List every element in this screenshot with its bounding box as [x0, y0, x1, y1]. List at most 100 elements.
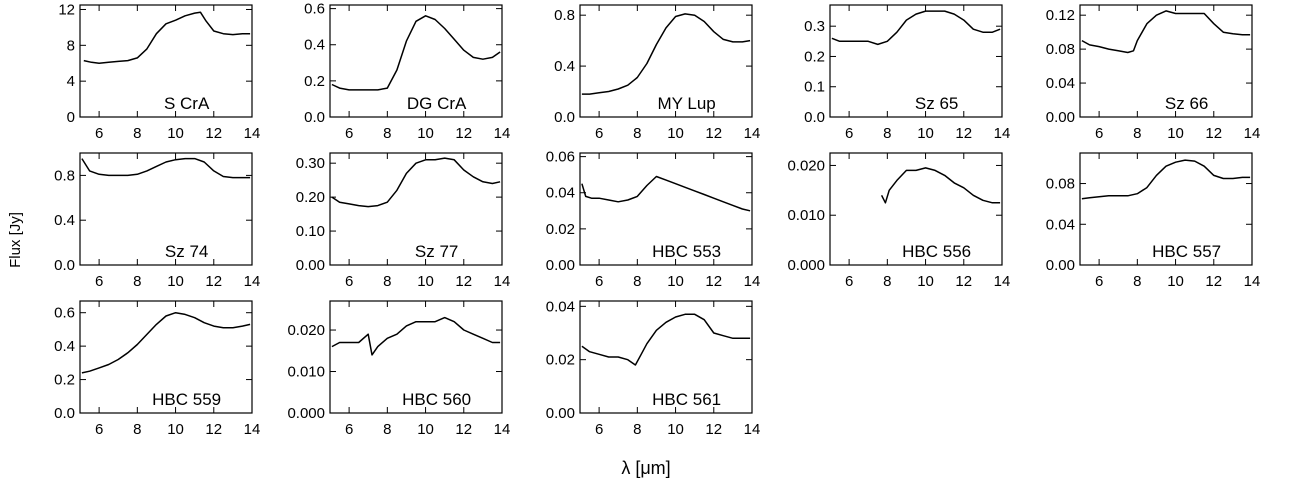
- x-axis-label: λ [μm]: [621, 458, 670, 478]
- x-tick-label: 10: [1167, 273, 1184, 290]
- panel-label: HBC 557: [1152, 242, 1221, 261]
- panel-label: MY Lup: [657, 94, 715, 113]
- y-tick-label: 0.02: [546, 221, 575, 238]
- x-tick-label: 12: [705, 273, 722, 290]
- panel-label: HBC 556: [902, 242, 971, 261]
- x-tick-label: 8: [633, 273, 641, 290]
- y-axis-label: Flux [Jy]: [7, 212, 24, 268]
- x-tick-label: 10: [167, 125, 184, 142]
- spectrum-line: [84, 12, 250, 63]
- spectrum-panel: 6 8 10 12 140.00.20.40.6HBC 559: [54, 301, 260, 438]
- x-tick-label: 6: [845, 125, 853, 142]
- panel-label: Sz 66: [1165, 94, 1208, 113]
- panel-label: Sz 74: [165, 242, 208, 261]
- y-tick-label: 0.12: [1046, 7, 1075, 24]
- x-tick-label: 12: [1205, 273, 1222, 290]
- x-tick-label: 12: [1205, 125, 1222, 142]
- x-tick-label: 14: [994, 125, 1011, 142]
- y-tick-label: 0.00: [296, 257, 325, 274]
- x-tick-label: 6: [345, 421, 353, 438]
- spectrum-panel: 6 8 10 12 14 0.0 0.2 0.4 0.6 DG CrA: [304, 1, 510, 142]
- y-tick-label: 0.0: [804, 109, 825, 126]
- x-tick-label: 12: [455, 273, 472, 290]
- panel-label: Sz 77: [415, 242, 458, 261]
- y-tick-label: 0.000: [787, 257, 825, 274]
- y-tick-label: 0.020: [787, 157, 825, 174]
- spectrum-line: [332, 16, 500, 90]
- y-tick-label: 0.3: [804, 18, 825, 35]
- panel-label: S CrA: [164, 94, 210, 113]
- spectrum-panel: 6 8 10 12 14 0.00 0.02 0.04 HBC 561: [546, 298, 761, 438]
- spectrum-panel: 6 8 10 12 14 0.00 0.04 0.08 0.12 Sz 66: [1046, 5, 1261, 142]
- panel-label: HBC 561: [652, 390, 721, 409]
- spectrum-panel: 6 8 10 12 14 0 4 8 12 S CrA: [58, 1, 260, 142]
- y-tick-label: 0.8: [554, 7, 575, 24]
- y-tick-label: 0.02: [546, 352, 575, 369]
- x-tick-label: 10: [917, 125, 934, 142]
- x-tick-label: 10: [167, 421, 184, 438]
- spectrum-line: [332, 158, 500, 207]
- y-tick-label: 0.10: [296, 223, 325, 240]
- y-tick-label: 0.2: [304, 73, 325, 90]
- x-tick-label: 14: [744, 421, 761, 438]
- x-tick-label: 14: [994, 273, 1011, 290]
- y-tick-label: 0.4: [54, 212, 75, 229]
- x-tick-label: 6: [95, 125, 103, 142]
- spectrum-panel: 6 8 10 12 14 0.0 0.4 0.8 MY Lup: [554, 5, 760, 142]
- x-tick-label: 10: [417, 421, 434, 438]
- x-tick-label: 10: [667, 421, 684, 438]
- spectrum-line: [332, 318, 500, 355]
- y-tick-label: 0.8: [54, 167, 75, 184]
- spectrum-line: [582, 177, 750, 211]
- x-tick-label: 14: [494, 125, 511, 142]
- x-tick-label: 8: [883, 125, 891, 142]
- y-tick-label: 0.00: [1046, 109, 1075, 126]
- y-tick-label: 0.6: [54, 305, 75, 322]
- x-tick-label: 8: [133, 421, 141, 438]
- y-tick-label: 0.00: [546, 405, 575, 422]
- x-tick-label: 12: [955, 273, 972, 290]
- spectrum-line: [82, 313, 250, 373]
- y-tick-label: 0.08: [1046, 41, 1075, 58]
- x-tick-label: 6: [345, 273, 353, 290]
- y-tick-label: 0.0: [554, 109, 575, 126]
- y-tick-label: 12: [58, 1, 75, 18]
- spectrum-panel: 6 8 10 12 140.0000.0100.020HBC 560: [287, 301, 510, 438]
- spectrum-line: [1082, 160, 1250, 199]
- y-tick-label: 0.20: [296, 189, 325, 206]
- x-tick-label: 14: [244, 273, 261, 290]
- x-tick-label: 8: [383, 273, 391, 290]
- x-tick-label: 10: [417, 125, 434, 142]
- x-tick-label: 6: [345, 125, 353, 142]
- x-tick-label: 10: [667, 273, 684, 290]
- y-tick-label: 0.0: [54, 405, 75, 422]
- y-tick-label: 0: [67, 109, 75, 126]
- y-tick-label: 0.6: [304, 1, 325, 18]
- x-tick-label: 14: [744, 125, 761, 142]
- x-tick-label: 14: [744, 273, 761, 290]
- panel-label: HBC 560: [402, 390, 471, 409]
- x-tick-label: 12: [455, 125, 472, 142]
- spectrum-panel: 6 8 10 12 14 0.00 0.10 0.20 0.30 Sz 77: [296, 153, 511, 290]
- x-tick-label: 12: [955, 125, 972, 142]
- x-tick-label: 6: [1095, 273, 1103, 290]
- x-tick-label: 14: [244, 421, 261, 438]
- x-tick-label: 8: [633, 125, 641, 142]
- x-tick-label: 6: [95, 421, 103, 438]
- y-tick-label: 0.08: [1046, 176, 1075, 193]
- x-tick-label: 8: [133, 125, 141, 142]
- y-tick-label: 0.00: [1046, 257, 1075, 274]
- y-tick-label: 0.06: [546, 149, 575, 166]
- x-tick-label: 12: [455, 421, 472, 438]
- spectrum-line: [582, 314, 750, 365]
- x-tick-label: 14: [244, 125, 261, 142]
- x-tick-label: 8: [883, 273, 891, 290]
- x-tick-label: 8: [133, 273, 141, 290]
- panel-label: HBC 559: [152, 390, 221, 409]
- x-tick-label: 14: [494, 273, 511, 290]
- x-tick-label: 6: [595, 125, 603, 142]
- x-tick-label: 10: [667, 125, 684, 142]
- x-tick-label: 8: [383, 421, 391, 438]
- y-tick-label: 0.0: [54, 257, 75, 274]
